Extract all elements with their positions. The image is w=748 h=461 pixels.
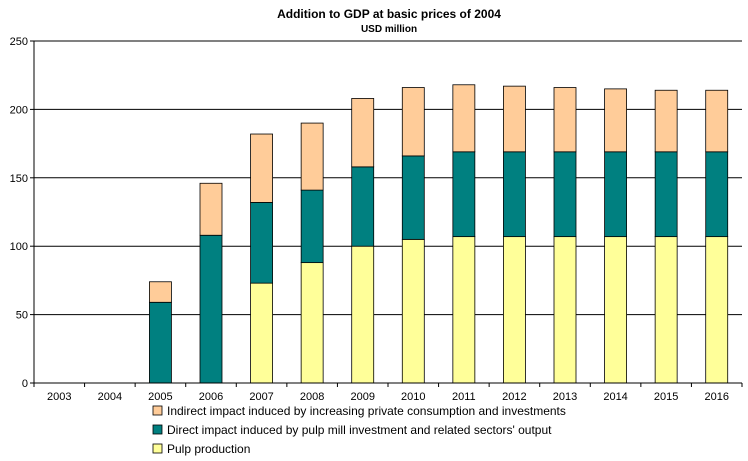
bar-segment — [654, 236, 678, 384]
x-tick-label: 2016 — [704, 391, 728, 403]
bar-segment — [604, 88, 627, 153]
x-tick-label: 2012 — [502, 391, 526, 403]
bar-segment — [705, 89, 729, 153]
x-tick-label: 2015 — [654, 391, 678, 403]
y-tick-label: 0 — [22, 378, 28, 390]
x-tick-label: 2011 — [452, 391, 476, 403]
x-tick-label: 2013 — [553, 391, 577, 403]
legend-label: Direct impact induced by pulp mill inves… — [167, 423, 552, 437]
y-tick-label: 150 — [10, 173, 28, 185]
bar-segment — [250, 133, 273, 203]
legend-label: Indirect impact induced by increasing pr… — [167, 404, 566, 418]
bar-segment — [199, 234, 223, 384]
bar-segment — [705, 151, 729, 238]
y-tick-label: 50 — [16, 310, 28, 322]
x-tick-label: 2010 — [401, 391, 425, 403]
bar-segment — [401, 155, 425, 240]
bar-segment — [300, 189, 324, 264]
bar-segment — [149, 281, 172, 303]
y-tick-label: 100 — [10, 241, 28, 253]
bar-segment — [553, 87, 577, 153]
bar-segment — [149, 301, 172, 384]
bars — [149, 84, 729, 384]
bar-segment — [503, 85, 526, 153]
bar-segment — [604, 236, 627, 384]
axes: 0 50 100 150 200 250 2003 2004 2005 2006 2007 2008 2… — [10, 36, 743, 403]
legend-swatch — [152, 405, 163, 416]
legend-swatch — [152, 443, 163, 454]
bar-segment — [351, 98, 375, 168]
x-tick-label: 2009 — [350, 391, 374, 403]
bar-segment — [300, 262, 324, 384]
bar-segment — [401, 87, 425, 157]
bar-segment — [553, 236, 577, 384]
x-tick-label: 2014 — [603, 391, 627, 403]
x-tick-label: 2008 — [300, 391, 324, 403]
legend-swatch — [152, 424, 163, 435]
bar-segment — [199, 182, 223, 236]
y-tick-label: 200 — [10, 104, 28, 116]
bar-segment — [705, 236, 729, 384]
x-tick-label: 2007 — [249, 391, 273, 403]
x-tick-label: 2004 — [98, 391, 122, 403]
y-tick-label: 250 — [10, 36, 28, 48]
bar-segment — [250, 282, 273, 384]
bar-segment — [604, 151, 627, 238]
bar-segment — [553, 151, 577, 238]
legend: Indirect impact induced by increasing pr… — [152, 404, 566, 456]
bar-segment — [452, 151, 476, 238]
bar-segment — [401, 238, 425, 384]
bar-segment — [654, 89, 678, 153]
bar-segment — [503, 236, 526, 384]
bar-segment — [452, 236, 476, 384]
bar-segment — [351, 245, 375, 384]
x-tick-label: 2006 — [199, 391, 223, 403]
bar-segment — [654, 151, 678, 238]
chart-subtitle: USD million — [361, 24, 417, 35]
bar-segment — [250, 202, 273, 284]
bar-segment — [503, 151, 526, 238]
gridlines — [34, 40, 742, 316]
legend-label: Pulp production — [167, 442, 250, 456]
bar-segment — [452, 84, 476, 153]
bar-segment — [300, 122, 324, 191]
x-tick-label: 2005 — [148, 391, 172, 403]
chart-title: Addition to GDP at basic prices of 2004 — [277, 7, 501, 21]
x-tick-label: 2003 — [47, 391, 71, 403]
bar-segment — [351, 166, 375, 247]
